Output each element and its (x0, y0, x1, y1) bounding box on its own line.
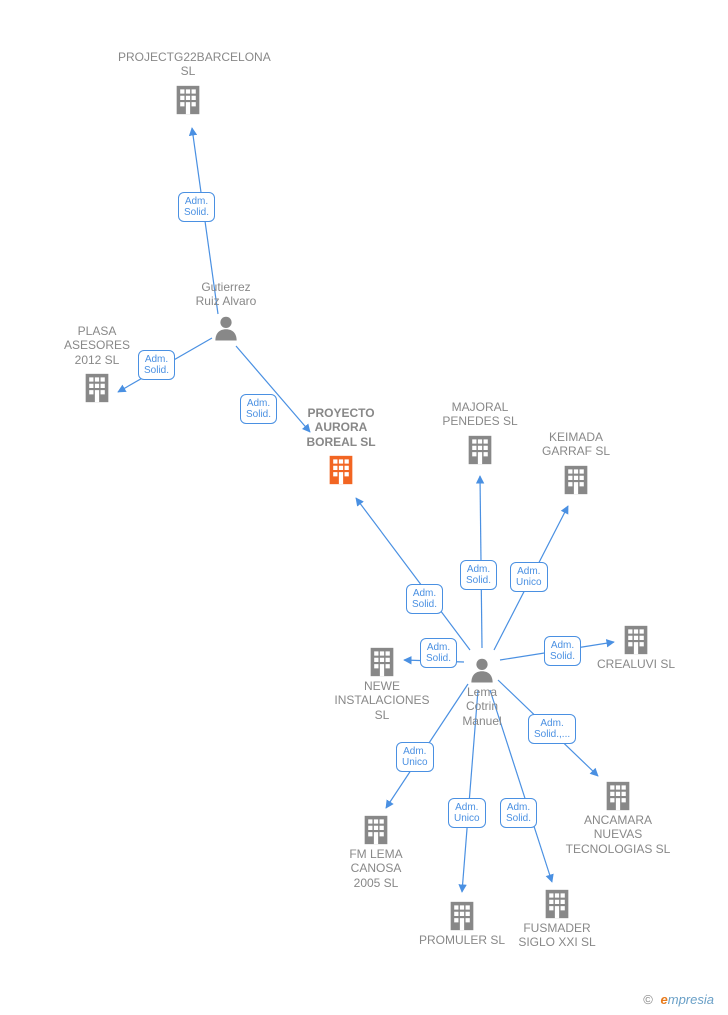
edge-label: Adm. Solid. (500, 798, 537, 828)
footer-brand: © empresia (643, 992, 714, 1007)
node-label: KEIMADA GARRAF SL (506, 430, 646, 459)
person-icon (211, 313, 241, 343)
company-node[interactable]: FUSMADER SIGLO XXI SL (487, 883, 627, 950)
company-node[interactable]: FM LEMA CANOSA 2005 SL (306, 809, 446, 890)
building-icon (540, 887, 574, 921)
building-icon (601, 779, 635, 813)
edge-label: Adm. Unico (448, 798, 486, 828)
building-icon (445, 899, 479, 933)
edge-label: Adm. Solid. (460, 560, 497, 590)
person-icon (467, 655, 497, 685)
edge-label: Adm. Solid. (240, 394, 277, 424)
edge-label: Adm. Unico (510, 562, 548, 592)
edge-label: Adm. Solid. (178, 192, 215, 222)
edge-label: Adm. Solid. (544, 636, 581, 666)
edge-label: Adm. Solid.,... (528, 714, 576, 744)
edge-label: Adm. Solid. (138, 350, 175, 380)
brand-e: e (661, 992, 668, 1007)
person-node[interactable]: Gutierrez Ruiz Alvaro (156, 280, 296, 343)
node-label: PROJECTG22BARCELONA SL (118, 50, 258, 79)
edge-line (356, 498, 470, 650)
building-icon (80, 371, 114, 405)
company-node[interactable]: CREALUVI SL (566, 619, 706, 671)
edge-label: Adm. Unico (396, 742, 434, 772)
node-label: CREALUVI SL (566, 657, 706, 671)
company-node[interactable]: PROJECTG22BARCELONA SL (118, 50, 258, 117)
building-icon (171, 83, 205, 117)
node-label: Gutierrez Ruiz Alvaro (156, 280, 296, 309)
copyright-symbol: © (643, 992, 653, 1007)
building-icon (324, 453, 358, 487)
edge-label: Adm. Solid. (406, 584, 443, 614)
brand-rest: mpresia (668, 992, 714, 1007)
building-icon (365, 645, 399, 679)
company-node[interactable]: KEIMADA GARRAF SL (506, 430, 646, 497)
node-label: PROYECTO AURORA BOREAL SL (271, 406, 411, 449)
building-icon (359, 813, 393, 847)
company-node[interactable]: ANCAMARA NUEVAS TECNOLOGIAS SL (548, 775, 688, 856)
node-label: FUSMADER SIGLO XXI SL (487, 921, 627, 950)
building-icon (619, 623, 653, 657)
node-label: FM LEMA CANOSA 2005 SL (306, 847, 446, 890)
building-icon (559, 463, 593, 497)
company-node[interactable]: PROYECTO AURORA BOREAL SL (271, 406, 411, 487)
building-icon (463, 433, 497, 467)
edge-label: Adm. Solid. (420, 638, 457, 668)
diagram-canvas: PROJECTG22BARCELONA SL PLASA ASESORES 20… (0, 0, 728, 1015)
node-label: ANCAMARA NUEVAS TECNOLOGIAS SL (548, 813, 688, 856)
node-label: MAJORAL PENEDES SL (410, 400, 550, 429)
